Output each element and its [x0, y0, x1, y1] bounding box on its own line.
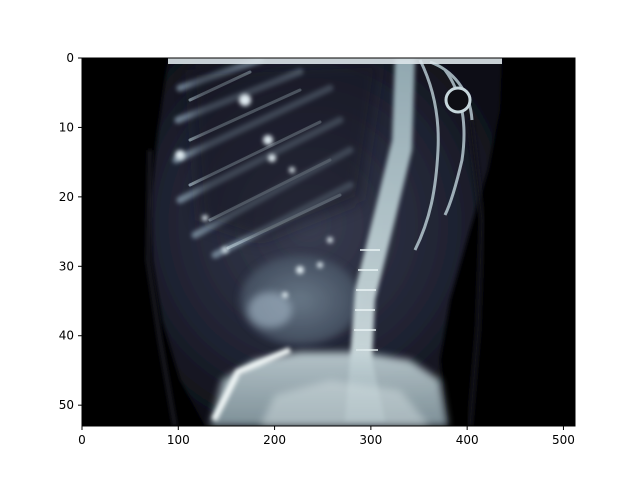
y-axis: 0 10 20 30 40 50 [59, 51, 82, 412]
x-tick-label: 500 [552, 433, 575, 447]
y-tick-label: 50 [59, 398, 74, 412]
plot-frame [81, 57, 576, 427]
x-tick-label: 100 [167, 433, 190, 447]
ct-image [82, 58, 575, 426]
x-tick-label: 0 [78, 433, 86, 447]
x-axis: 0 100 200 300 400 500 [78, 426, 575, 447]
y-tick-label: 0 [66, 51, 74, 65]
x-tick-label: 400 [456, 433, 479, 447]
y-tick-label: 30 [59, 259, 74, 273]
x-tick-label: 200 [263, 433, 286, 447]
y-tick-label: 40 [59, 329, 74, 343]
y-tick-label: 10 [59, 120, 74, 134]
y-tick-label: 20 [59, 190, 74, 204]
x-tick-label: 300 [359, 433, 382, 447]
